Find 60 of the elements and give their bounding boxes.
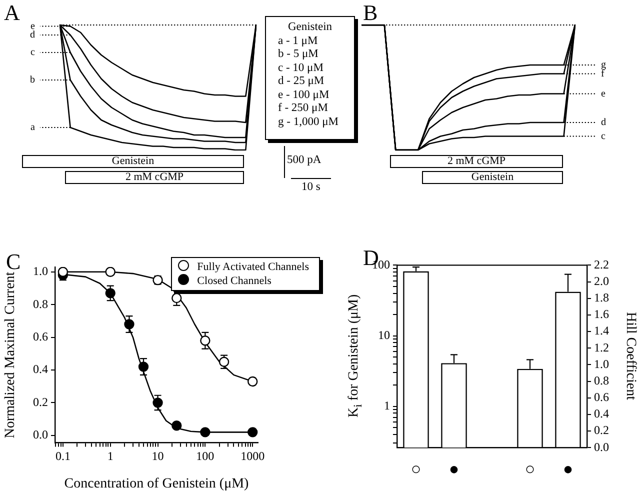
y2-tick-label: 2.2 <box>594 257 609 272</box>
ref-line-label: d <box>601 117 606 128</box>
ref-line-label: b <box>30 74 35 86</box>
y-tick-label: 0.6 <box>33 329 48 344</box>
y2-tick-label: 1.2 <box>594 340 609 354</box>
y2-axis-title: Hill Coefficient <box>622 312 638 400</box>
text: 2 mM cGMP <box>390 155 563 168</box>
x-tick-label: 1000 <box>240 449 265 464</box>
x-tick-label: 10 <box>152 449 164 464</box>
text: c - 10 μM <box>277 62 324 75</box>
text: 10 s <box>302 181 320 193</box>
x-tick-label: 0.1 <box>55 449 70 464</box>
chart-title: B <box>363 0 378 25</box>
y2-tick-label: 1.8 <box>594 290 609 305</box>
x-tick-label: ○ <box>524 459 536 478</box>
text: e - 100 μM <box>277 88 330 102</box>
y2-tick-label: 0.2 <box>594 423 609 438</box>
y-tick-label: 0.0 <box>33 428 48 442</box>
y2-tick-label: 2.0 <box>594 274 609 288</box>
x-tick-label: 100 <box>196 449 214 464</box>
y-tick-label: 10 <box>378 328 390 342</box>
y2-tick-label: 0.8 <box>594 373 609 388</box>
x-tick-label: 1 <box>107 449 114 464</box>
ref-line-label: e <box>30 20 36 32</box>
text: b - 5 μM <box>277 48 320 62</box>
text: d - 25 μM <box>277 75 326 88</box>
ref-line-label: a <box>30 122 36 134</box>
ref-line-label: c <box>30 47 36 58</box>
y-tick-label: 0.2 <box>33 394 48 409</box>
y-tick-label: 0.4 <box>33 362 48 376</box>
y2-tick-label: 0.6 <box>594 390 609 404</box>
text: a - 1 μM <box>277 34 319 48</box>
x-tick-label: ● <box>448 459 460 478</box>
y-tick-label: 1 <box>384 398 390 412</box>
legend-label: Closed Channels <box>197 275 272 287</box>
legend-label: Fully Activated Channels <box>197 261 309 273</box>
text: Genistein <box>422 171 563 184</box>
ref-line-label: d <box>30 30 35 41</box>
x-tick-label: ○ <box>410 459 422 478</box>
text: g - 1,000 μM <box>277 116 340 129</box>
text: 500 pA <box>287 154 322 166</box>
y2-tick-label: 0.4 <box>594 406 609 421</box>
x-tick-label: ● <box>562 459 574 478</box>
text: Genistein <box>22 155 244 168</box>
y2-tick-label: 1.4 <box>594 324 609 338</box>
ref-line-label: f <box>601 68 605 80</box>
chart-title: A <box>4 0 20 25</box>
ref-line-label: c <box>601 130 606 142</box>
y2-tick-label: 0.0 <box>594 440 609 454</box>
y2-tick-label: 1.0 <box>594 356 609 371</box>
x-axis-title: Concentration of Genistein (μM) <box>64 476 250 492</box>
ref-line-label: g <box>601 60 606 71</box>
ref-line-label: e <box>601 88 606 100</box>
y-axis-title: Normalized Maximal Current <box>3 272 20 438</box>
text: 2 mM cGMP <box>65 171 244 184</box>
y-tick-label: 1.0 <box>33 264 48 278</box>
y-tick-label: 0.8 <box>33 296 48 311</box>
text: f - 250 μM <box>277 102 329 116</box>
text: Genistein <box>286 21 334 34</box>
y2-tick-label: 1.6 <box>594 307 609 322</box>
